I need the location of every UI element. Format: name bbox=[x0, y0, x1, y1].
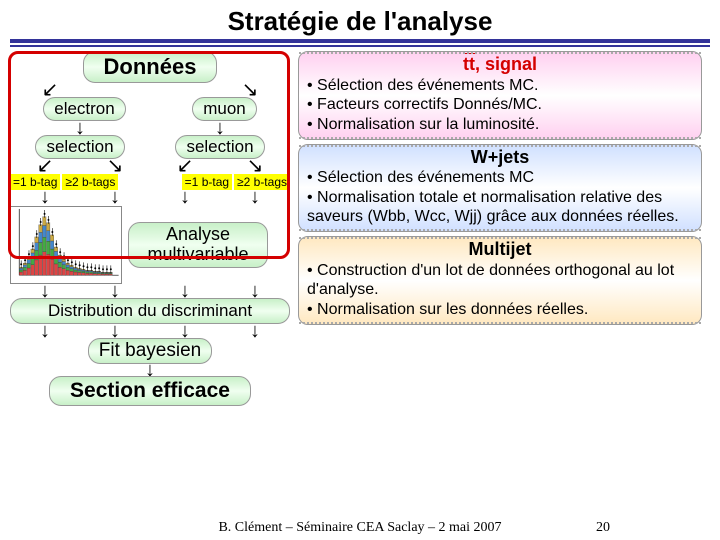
arrow-icon: ↓ bbox=[75, 121, 85, 135]
box-tt-signal: tt, signal • Sélection des événements MC… bbox=[298, 51, 702, 140]
tag-row: =1 b-tag ≥2 b-tags =1 b-tag ≥2 b-tags bbox=[10, 174, 290, 190]
rule-thick bbox=[10, 39, 710, 43]
arrow-icon: ↓ bbox=[40, 190, 50, 204]
footer: B. Clément – Séminaire CEA Saclay – 2 ma… bbox=[0, 520, 720, 536]
box-wjets: W+jets • Sélection des événements MC • N… bbox=[298, 144, 702, 233]
arrow-icon: ↓ bbox=[215, 121, 225, 135]
arrow-icon: ↙ bbox=[42, 83, 59, 97]
arrow-icon: ↓ bbox=[250, 284, 260, 298]
arrow-icon: ↙ bbox=[37, 159, 54, 173]
arrow-icon: ↓ bbox=[110, 190, 120, 204]
arrow-icon: ↓ bbox=[40, 284, 50, 298]
arrow-icon: ↓ bbox=[180, 190, 190, 204]
footer-text: B. Clément – Séminaire CEA Saclay – 2 ma… bbox=[0, 520, 720, 536]
box-line: • Sélection des événements MC bbox=[307, 168, 693, 188]
box-multijet: Multijet • Construction d'un lot de donn… bbox=[298, 236, 702, 325]
tag-2btag: ≥2 b-tags bbox=[234, 174, 290, 190]
box-line: • Normalisation totale et normalisation … bbox=[307, 188, 693, 227]
node-distribution: Distribution du discriminant bbox=[10, 298, 290, 324]
box-line: • Sélection des événements MC. bbox=[307, 76, 693, 96]
arrow-icon: ↓ bbox=[110, 284, 120, 298]
slide-title: Stratégie de l'analyse bbox=[0, 0, 720, 39]
node-analyse: Analyse multivariable bbox=[128, 222, 268, 268]
page-number: 20 bbox=[596, 520, 610, 536]
arrow-icon: ↙ bbox=[177, 159, 194, 173]
flowchart: Données ↙↘ electron muon ↓↓ selection se… bbox=[10, 51, 290, 406]
arrow-icon: ↓ bbox=[10, 364, 290, 376]
arrow-icon: ↓ bbox=[180, 284, 190, 298]
tag-1btag: =1 b-tag bbox=[10, 174, 60, 190]
arrow-icon: ↓ bbox=[40, 324, 50, 338]
arrow-icon: ↓ bbox=[110, 324, 120, 338]
info-boxes: tt, signal • Sélection des événements MC… bbox=[298, 51, 702, 406]
box-line: • Normalisation sur la luminosité. bbox=[307, 115, 693, 135]
box-line: • Construction d'un lot de données ortho… bbox=[307, 261, 693, 300]
node-donnees: Données bbox=[83, 51, 218, 83]
arrow-icon: ↓ bbox=[180, 324, 190, 338]
arrow-icon: ↓ bbox=[250, 190, 260, 204]
arrow-icon: ↓ bbox=[250, 324, 260, 338]
box-line: • Normalisation sur les données réelles. bbox=[307, 300, 693, 320]
arrow-icon: ↘ bbox=[247, 159, 264, 173]
tt-bar: tt bbox=[463, 55, 475, 73]
box-line: • Facteurs correctifs Donnés/MC. bbox=[307, 95, 693, 115]
arrow-icon: ↘ bbox=[107, 159, 124, 173]
node-section: Section efficace bbox=[49, 376, 251, 406]
histogram-thumbnail bbox=[10, 206, 122, 284]
arrow-icon: ↘ bbox=[242, 83, 259, 97]
